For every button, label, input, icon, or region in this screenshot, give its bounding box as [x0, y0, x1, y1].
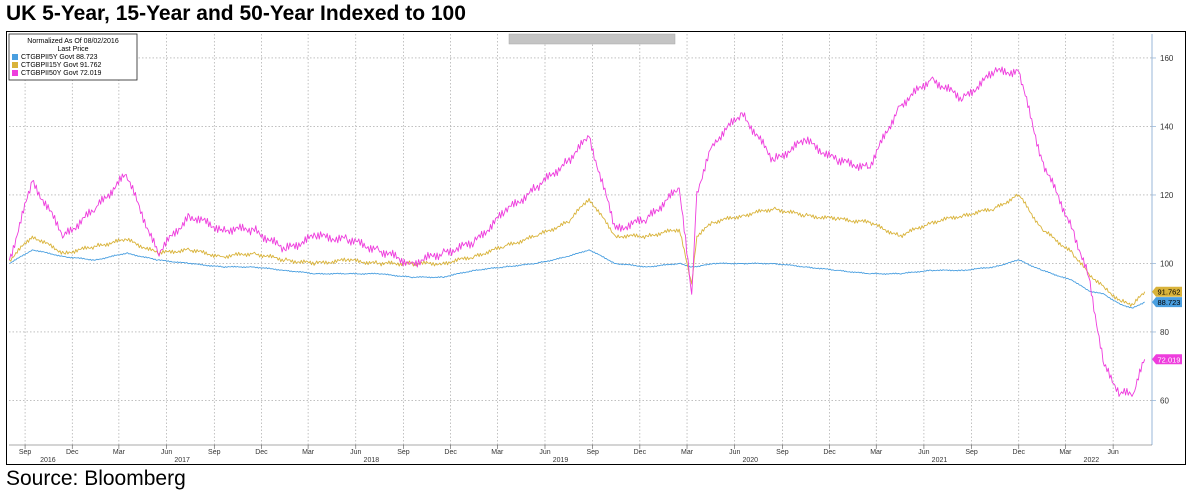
x-tick-label: Jun	[1107, 449, 1118, 456]
x-tick-label: Dec	[255, 449, 268, 456]
x-year-label: 2018	[364, 457, 380, 464]
x-tick-label: Sep	[19, 449, 32, 456]
x-year-label: 2022	[1084, 457, 1100, 464]
x-tick-label: Sep	[586, 449, 599, 456]
page-title: UK 5-Year, 15-Year and 50-Year Indexed t…	[6, 2, 466, 25]
last-price-tag: 72.019	[1152, 354, 1182, 365]
legend-header: Normalized As Of 08/02/2016	[27, 38, 119, 45]
x-tick-label: Dec	[634, 449, 647, 456]
last-price-tag-label: 72.019	[1158, 355, 1181, 364]
series-line-ctgbpii15y	[9, 193, 1146, 307]
y-tick-label: 60	[1160, 396, 1169, 405]
x-tick-label: Mar	[1059, 449, 1072, 456]
x-tick-label: Dec	[444, 449, 457, 456]
x-year-label: 2016	[40, 457, 56, 464]
legend-entry: CTGBPII15Y Govt 91.762	[21, 62, 102, 69]
x-year-label: 2019	[553, 457, 569, 464]
last-price-tag: 88.723	[1152, 297, 1182, 308]
x-tick-label: Dec	[66, 449, 79, 456]
last-price-tag: 91.762	[1152, 286, 1182, 297]
legend-entry: CTGBPII50Y Govt 72.019	[21, 70, 102, 77]
x-tick-label: Sep	[776, 449, 789, 456]
x-tick-label: Mar	[302, 449, 315, 456]
x-tick-label: Jun	[918, 449, 929, 456]
x-axis: Sep Dec Mar Jun Sep Dec Mar Jun Sep Dec Mar Jun Sep D…	[9, 444, 1152, 464]
legend-entry: CTGBPII5Y Govt 88.723	[21, 54, 98, 61]
x-year-label: 2020	[742, 457, 758, 464]
last-price-tag-label: 91.762	[1158, 288, 1181, 297]
x-year-label: 2021	[932, 457, 948, 464]
x-tick-label: Dec	[823, 449, 836, 456]
last-price-tag-label: 88.723	[1158, 298, 1181, 307]
y-tick-label: 120	[1160, 191, 1174, 200]
y-tick-label: 80	[1160, 328, 1169, 337]
last-price-tag-box	[1152, 354, 1182, 365]
chart-frame: 60 80 100 120 140 160 88.723 91.762 72.019 Sep De…	[6, 31, 1186, 465]
legend-swatch	[12, 54, 18, 60]
legend-box	[8, 33, 138, 81]
x-tick-label: Mar	[681, 449, 694, 456]
x-tick-label: Sep	[965, 449, 978, 456]
x-tick-label: Jun	[729, 449, 740, 456]
grid	[9, 34, 1152, 445]
y-tick-label: 140	[1160, 122, 1174, 131]
x-tick-label: Dec	[1013, 449, 1026, 456]
x-tick-label: Mar	[491, 449, 504, 456]
x-tick-label: Mar	[113, 449, 126, 456]
chart-toolbar	[508, 33, 676, 45]
source-note: Source: Bloomberg	[6, 467, 186, 490]
x-tick-label: Sep	[397, 449, 410, 456]
legend-subheader: Last Price	[57, 46, 88, 53]
x-tick-label: Jun	[350, 449, 361, 456]
legend-swatch	[12, 70, 18, 76]
last-price-tag-box	[1152, 286, 1182, 297]
x-tick-label: Mar	[870, 449, 883, 456]
x-tick-label: Sep	[208, 449, 221, 456]
chart-toolbar-bar[interactable]	[508, 33, 676, 45]
x-tick-label: Jun	[161, 449, 172, 456]
legend-swatch	[12, 62, 18, 68]
last-price-tag-box	[1152, 297, 1182, 308]
y-tick-label: 160	[1160, 54, 1174, 63]
x-tick-label: Jun	[539, 449, 550, 456]
series-line-ctgbpii50y	[9, 66, 1146, 397]
y-tick-label: 100	[1160, 259, 1174, 268]
x-year-label: 2017	[174, 457, 190, 464]
series-line-ctgbpii5y	[9, 249, 1145, 309]
series-lines	[9, 66, 1146, 397]
